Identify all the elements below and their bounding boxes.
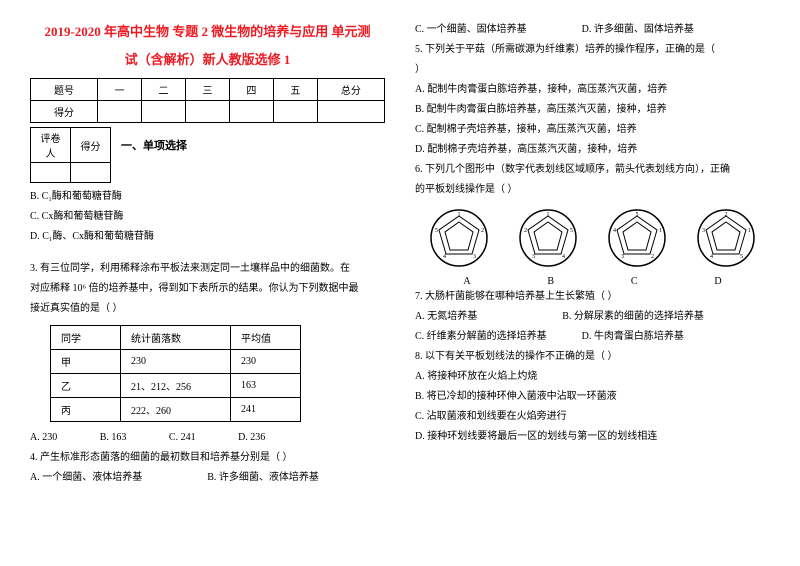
main-title-line2: 试（含解析）新人教版选修 1	[30, 49, 385, 68]
table-row: 题号 一 二 三 四 五 总分	[31, 79, 385, 101]
pentagon-row: 1 2 3 4 5 1 2 3 4 5 1 2 3 4 5	[415, 208, 770, 268]
q8-c: C. 沾取菌液和划线要在火焰旁进行	[415, 407, 770, 427]
q4-options: A. 一个细菌、液体培养基 B. 许多细菌、液体培养基	[30, 468, 385, 488]
svg-text:2: 2	[724, 212, 727, 218]
score-table: 题号 一 二 三 四 五 总分 得分	[30, 78, 385, 123]
grader-table: 评卷人得分	[30, 127, 111, 183]
q4-text: 4. 产生标准形态菌落的细菌的最初数目和培养基分别是（ ）	[30, 448, 385, 468]
table-row: 甲 230 230	[51, 350, 301, 374]
svg-text:5: 5	[635, 212, 638, 218]
option-c: C. Cx酶和葡萄糖苷酶	[30, 207, 385, 227]
svg-text:4: 4	[443, 254, 446, 260]
svg-text:5: 5	[435, 228, 438, 234]
q8-b: B. 将已冷却的接种环伸入菌液中沾取一环菌液	[415, 387, 770, 407]
svg-text:3: 3	[532, 254, 535, 260]
q4-options-cd: C. 一个细菌、固体培养基 D. 许多细菌、固体培养基	[415, 20, 770, 40]
svg-text:2: 2	[524, 228, 527, 234]
svg-text:3: 3	[621, 254, 624, 260]
svg-text:1: 1	[748, 228, 751, 234]
svg-text:5: 5	[570, 228, 573, 234]
q8-d: D. 接种环划线要将最后一区的划线与第一区的划线相连	[415, 427, 770, 447]
svg-text:1: 1	[547, 212, 550, 218]
main-title-line1: 2019-2020 年高中生物 专题 2 微生物的培养与应用 单元测	[30, 20, 385, 43]
svg-text:1: 1	[659, 228, 662, 234]
data-table: 同学 统计菌落数 平均值 甲 230 230 乙 21、212、256 163 …	[50, 325, 301, 422]
svg-text:4: 4	[562, 254, 565, 260]
svg-text:1: 1	[458, 212, 461, 218]
pentagon-diagram-icon: 1 2 3 4 5	[607, 208, 667, 268]
q5-line2: ）	[415, 60, 770, 80]
q3-options: A. 230 B. 163 C. 241 D. 236	[30, 428, 385, 448]
svg-text:4: 4	[710, 254, 713, 260]
q7-cd: C. 纤维素分解菌的选择培养基 D. 牛肉膏蛋白胨培养基	[415, 327, 770, 347]
q3-line2: 对应稀释 10⁶ 倍的培养基中，得到如下表所示的结果。你认为下列数据中最	[30, 279, 385, 299]
q6-line1: 6. 下列几个图形中（数字代表划线区域顺序，箭头代表划线方向），正确	[415, 160, 770, 180]
svg-text:3: 3	[702, 228, 705, 234]
table-row: 同学 统计菌落数 平均值	[51, 326, 301, 350]
table-row: 得分	[31, 101, 385, 123]
pentagon-diagram-icon: 1 2 3 4 5	[696, 208, 756, 268]
section-1-heading: 一、单项选择	[121, 127, 187, 153]
q3-line3: 接近真实值的是（ ）	[30, 299, 385, 319]
pentagon-labels: A B C D	[415, 276, 770, 287]
right-column: C. 一个细菌、固体培养基 D. 许多细菌、固体培养基 5. 下列关于平菇（所需…	[415, 20, 770, 546]
svg-text:4: 4	[613, 228, 616, 234]
svg-text:3: 3	[473, 254, 476, 260]
q8-text: 8. 以下有关平板划线法的操作不正确的是（ ）	[415, 347, 770, 367]
q6-line2: 的平板划线操作是（ ）	[415, 180, 770, 200]
pentagon-diagram-icon: 1 2 3 4 5	[429, 208, 489, 268]
table-row: 乙 21、212、256 163	[51, 374, 301, 398]
svg-text:2: 2	[651, 254, 654, 260]
q5-a: A. 配制牛肉膏蛋白胨培养基，接种，高压蒸汽灭菌，培养	[415, 80, 770, 100]
q3-line1: 3. 有三位同学，利用稀释涂布平板法来测定同一土壤样品中的细菌数。在	[30, 259, 385, 279]
left-column: 2019-2020 年高中生物 专题 2 微生物的培养与应用 单元测 试（含解析…	[30, 20, 385, 546]
q5-c: C. 配制棉子壳培养基，接种，高压蒸汽灭菌，培养	[415, 120, 770, 140]
pentagon-diagram-icon: 1 2 3 4 5	[518, 208, 578, 268]
q5-line1: 5. 下列关于平菇（所需碳源为纤维素）培养的操作程序，正确的是（	[415, 40, 770, 60]
q5-b: B. 配制牛肉膏蛋白胨培养基，高压蒸汽灭菌，接种，培养	[415, 100, 770, 120]
q7-ab: A. 无氮培养基 B. 分解尿素的细菌的选择培养基	[415, 307, 770, 327]
svg-text:2: 2	[481, 228, 484, 234]
q7-text: 7. 大肠杆菌能够在哪种培养基上生长繁殖（ ）	[415, 287, 770, 307]
q8-a: A. 将接种环放在火焰上灼烧	[415, 367, 770, 387]
table-row: 丙 222、260 241	[51, 398, 301, 422]
option-b: B. C₁酶和葡萄糖苷酶	[30, 187, 385, 207]
option-d: D. C₁酶、Cx酶和葡萄糖苷酶	[30, 227, 385, 247]
svg-text:5: 5	[740, 254, 743, 260]
q5-d: D. 配制棉子壳培养基，高压蒸汽灭菌，接种，培养	[415, 140, 770, 160]
